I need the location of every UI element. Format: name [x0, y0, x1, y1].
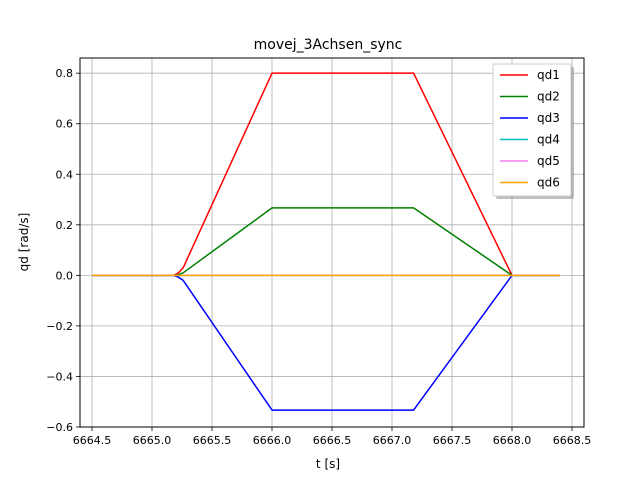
x-axis-ticks: 6664.5 6665.0 6665.5 6666.0 6666.5 6667.0 6667… [73, 427, 592, 447]
legend: qd1 qd2 qd3 qd4 qd5 qd6 [492, 63, 574, 199]
y-tick-label: 0.0 [56, 269, 74, 282]
x-tick-label: 6664.5 [73, 434, 112, 447]
x-tick-label: 6667.0 [373, 434, 412, 447]
legend-label-qd5: qd5 [537, 154, 560, 168]
y-tick-label: −0.4 [46, 370, 73, 383]
legend-label-qd1: qd1 [537, 68, 560, 82]
x-tick-label: 6665.5 [193, 434, 232, 447]
legend-label-qd3: qd3 [537, 111, 560, 125]
x-axis-label: t [s] [316, 457, 340, 471]
legend-label-qd6: qd6 [537, 176, 560, 190]
x-tick-label: 6667.5 [433, 434, 472, 447]
y-axis-ticks: −0.6 −0.4 −0.2 0.0 0.2 0.4 0.6 0.8 [46, 67, 80, 434]
x-tick-label: 6668.0 [493, 434, 532, 447]
chart-title: movej_3Achsen_sync [254, 37, 403, 53]
y-tick-label: 0.4 [56, 168, 74, 181]
legend-label-qd4: qd4 [537, 133, 560, 147]
x-tick-label: 6666.5 [313, 434, 352, 447]
y-tick-label: −0.6 [46, 421, 73, 434]
x-tick-label: 6666.0 [253, 434, 292, 447]
y-tick-label: 0.2 [56, 219, 74, 232]
legend-label-qd2: qd2 [537, 90, 560, 104]
plot-lines [92, 72, 560, 411]
x-tick-label: 6665.0 [133, 434, 172, 447]
y-tick-label: −0.2 [46, 320, 73, 333]
y-axis-label: qd [rad/s] [17, 213, 31, 272]
y-tick-label: 0.8 [56, 67, 74, 80]
y-tick-label: 0.6 [56, 118, 74, 131]
x-tick-label: 6668.5 [553, 434, 592, 447]
